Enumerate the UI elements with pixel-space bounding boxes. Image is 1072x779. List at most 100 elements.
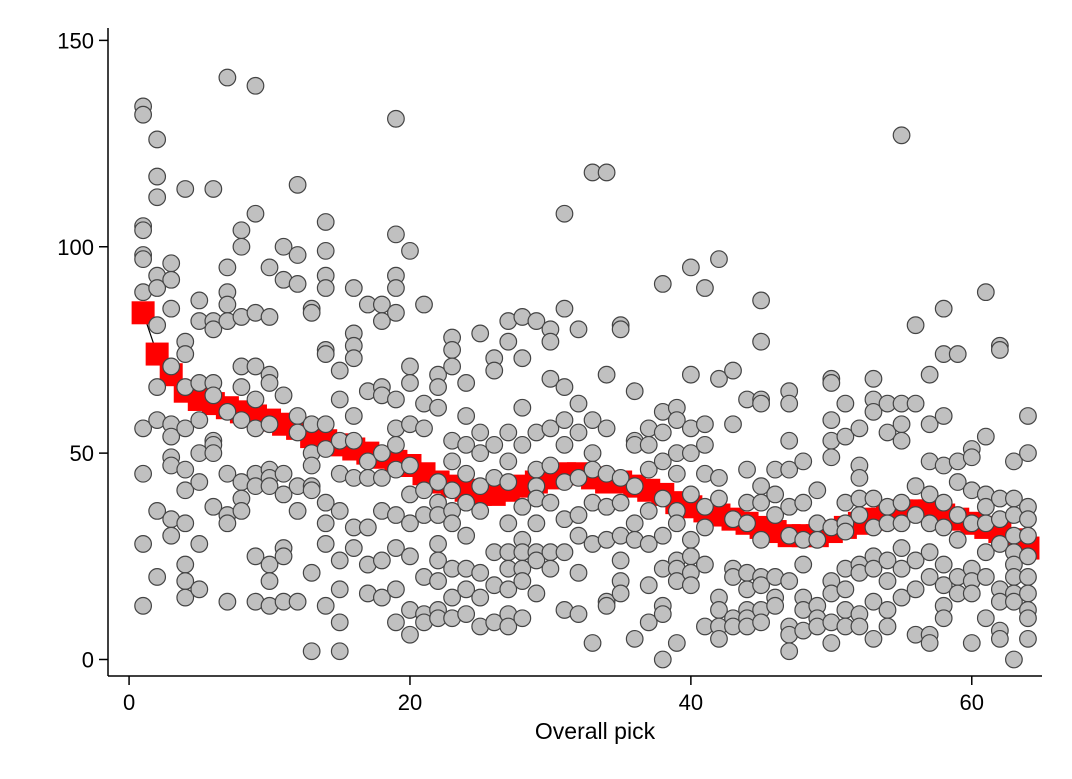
data-point <box>934 407 953 425</box>
data-point <box>892 431 911 450</box>
data-point <box>822 374 841 392</box>
data-point <box>330 390 349 409</box>
data-point <box>653 423 672 442</box>
data-point <box>204 444 223 463</box>
data-point <box>274 485 293 504</box>
data-point <box>808 481 827 500</box>
data-point <box>681 485 700 504</box>
data-point <box>541 456 560 475</box>
data-point <box>569 468 588 487</box>
data-point <box>976 427 995 446</box>
data-point <box>513 349 532 368</box>
data-point <box>850 617 869 636</box>
data-point <box>316 535 335 553</box>
data-point <box>639 576 658 595</box>
data-point <box>274 237 293 256</box>
data-point <box>387 390 405 409</box>
data-point <box>948 345 967 363</box>
data-point <box>274 386 293 405</box>
data-point <box>274 464 293 483</box>
data-point <box>260 477 279 496</box>
data-point <box>316 493 335 512</box>
data-point <box>387 539 405 557</box>
data-point <box>878 572 897 590</box>
data-point <box>471 444 490 463</box>
data-point <box>499 423 518 442</box>
data-point <box>555 435 574 454</box>
data-point <box>429 535 447 553</box>
data-point <box>780 642 799 661</box>
data-point <box>148 316 167 335</box>
data-point <box>976 568 995 586</box>
data-point <box>471 423 490 442</box>
data-point <box>218 592 237 611</box>
data-point <box>513 609 532 628</box>
data-point <box>344 349 363 368</box>
data-point <box>1005 592 1023 611</box>
data-point <box>1019 629 1037 648</box>
data-point <box>822 448 841 467</box>
data-point <box>920 568 939 586</box>
data-point <box>387 580 405 599</box>
data-point <box>162 299 181 318</box>
data-point <box>485 435 504 454</box>
data-point <box>443 481 462 500</box>
data-point <box>752 332 770 351</box>
data-point <box>513 398 532 417</box>
data-point <box>934 609 953 628</box>
data-point <box>471 502 490 520</box>
data-point <box>976 543 995 562</box>
data-point <box>836 522 855 541</box>
data-point <box>569 320 588 339</box>
data-point <box>499 332 518 351</box>
data-point <box>962 584 981 603</box>
data-point <box>864 369 883 388</box>
data-point <box>499 452 518 471</box>
y-tick-label: 0 <box>82 647 94 672</box>
data-point <box>696 518 714 537</box>
data-point <box>850 506 869 524</box>
data-point <box>878 617 897 636</box>
data-point <box>513 497 532 516</box>
data-point <box>583 634 602 652</box>
data-point <box>780 460 799 479</box>
data-point <box>836 427 855 446</box>
data-point <box>527 312 546 330</box>
data-point <box>176 555 195 574</box>
data-point <box>288 274 307 293</box>
data-point <box>920 365 939 384</box>
data-point <box>990 629 1009 648</box>
data-point <box>892 415 911 434</box>
data-point <box>443 341 462 359</box>
y-ticks: 0 50 100 150 <box>57 28 108 672</box>
data-point <box>344 539 363 557</box>
data-point <box>429 473 447 491</box>
data-point <box>1019 444 1037 463</box>
data-point <box>134 419 153 438</box>
data-point <box>611 584 630 603</box>
data-point <box>190 291 209 310</box>
data-point <box>667 411 686 430</box>
data-point <box>569 605 588 623</box>
data-point <box>471 324 490 343</box>
data-point <box>710 250 728 269</box>
data-point <box>372 444 391 463</box>
data-point <box>611 468 630 487</box>
data-point <box>190 473 209 491</box>
data-point <box>218 402 237 421</box>
data-point <box>1019 510 1037 529</box>
y-tick-label: 100 <box>57 235 94 260</box>
data-point <box>611 493 630 512</box>
data-point <box>864 592 883 611</box>
points-layer <box>134 68 1037 669</box>
data-point <box>134 535 153 553</box>
data-point <box>892 514 911 533</box>
data-point <box>555 204 574 223</box>
data-point <box>316 596 335 615</box>
data-point <box>696 415 714 434</box>
data-point <box>597 419 616 438</box>
data-point <box>260 258 279 277</box>
data-point <box>794 555 813 574</box>
data-point <box>457 526 476 545</box>
data-point <box>794 493 813 512</box>
